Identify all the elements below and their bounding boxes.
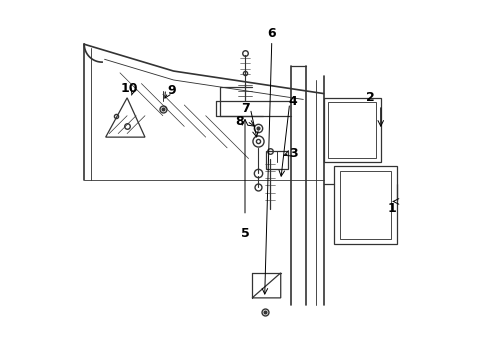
Text: 10: 10	[120, 82, 138, 95]
Text: 6: 6	[268, 27, 276, 40]
Text: 5: 5	[241, 227, 249, 240]
Text: 9: 9	[168, 84, 176, 97]
Text: 3: 3	[289, 147, 297, 160]
Bar	[267, 152, 288, 169]
Bar	[334, 166, 397, 244]
Text: 4: 4	[289, 95, 297, 108]
Text: 7: 7	[241, 102, 249, 115]
Text: 2: 2	[366, 91, 374, 104]
Bar	[328, 102, 376, 158]
Bar	[340, 171, 392, 239]
Text: 8: 8	[235, 114, 244, 127]
Text: 1: 1	[387, 202, 396, 215]
Bar	[323, 98, 381, 162]
